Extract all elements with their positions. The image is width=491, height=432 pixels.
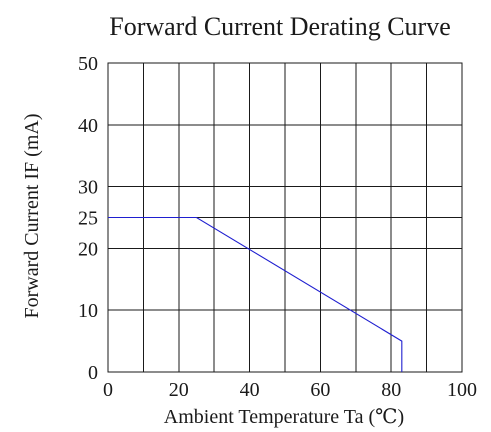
y-tick-label-50: 50 xyxy=(78,53,98,75)
y-tick-label-40: 40 xyxy=(78,115,98,137)
y-tick-labels: 0 10 20 25 30 40 50 xyxy=(78,53,98,384)
x-tick-labels: 0 20 40 60 80 100 xyxy=(103,379,477,401)
x-tick-label-0: 0 xyxy=(103,379,113,401)
y-axis-label: Forward Current IF (mA) xyxy=(21,114,43,319)
y-tick-label-0: 0 xyxy=(88,362,98,384)
derating-curve-line-0 xyxy=(108,216,403,372)
x-tick-label-100: 100 xyxy=(447,379,477,401)
y-tick-label-25: 25 xyxy=(78,208,98,230)
series-layer xyxy=(108,216,403,372)
y-tick-label-30: 30 xyxy=(78,177,98,199)
x-tick-label-60: 60 xyxy=(310,379,330,401)
y-tick-label-10: 10 xyxy=(78,300,98,322)
x-axis-label: Ambient Temperature Ta (℃) xyxy=(164,406,404,428)
x-tick-label-20: 20 xyxy=(169,379,189,401)
chart-title: Forward Current Derating Curve xyxy=(109,12,451,41)
y-tick-label-20: 20 xyxy=(78,238,98,260)
x-tick-label-80: 80 xyxy=(381,379,401,401)
x-tick-label-40: 40 xyxy=(240,379,260,401)
